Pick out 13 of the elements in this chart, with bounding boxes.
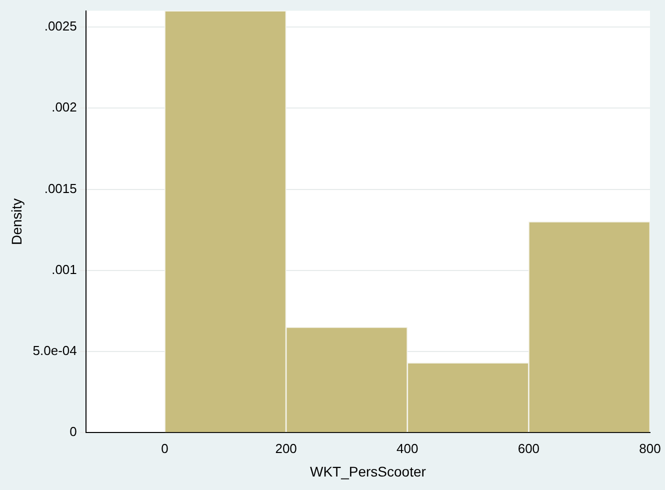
y-tick-label: .002 — [52, 100, 77, 115]
y-tick-label: .0025 — [44, 18, 77, 34]
y-tick-label: 0 — [70, 424, 77, 440]
y-tick-label: .001 — [52, 262, 77, 277]
x-tick-label: 400 — [396, 440, 418, 456]
x-tick-label: 800 — [639, 440, 661, 456]
x-tick-label: 0 — [161, 440, 168, 456]
x-axis-title: WKT_PersScooter — [310, 463, 426, 480]
y-axis-title: Density — [8, 198, 24, 246]
x-tick-label: 600 — [518, 440, 540, 456]
y-tick-label: 5.0e-04 — [32, 343, 77, 358]
x-tick-label: 200 — [275, 440, 297, 456]
y-tick-label: .0015 — [44, 180, 77, 196]
